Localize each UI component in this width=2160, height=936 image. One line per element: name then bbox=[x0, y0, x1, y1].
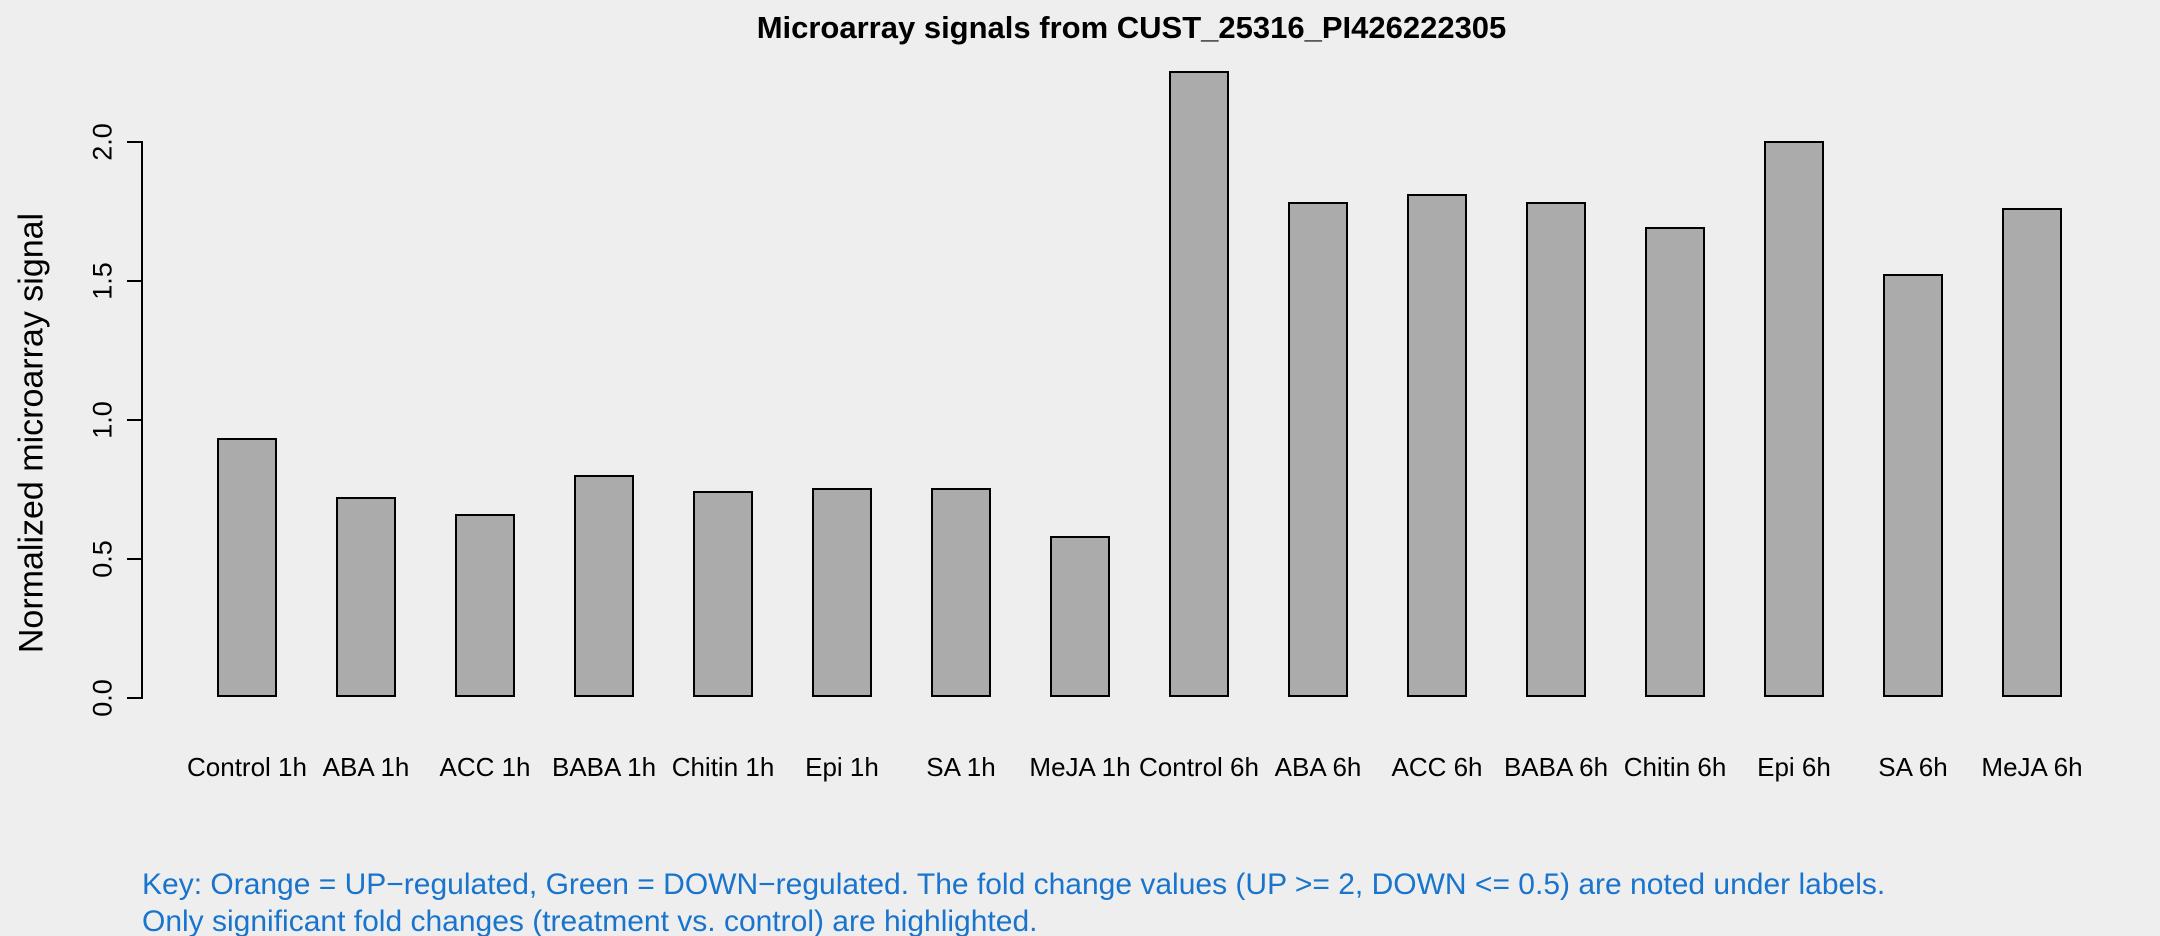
x-axis-label-acc-1h: ACC 1h bbox=[439, 752, 531, 782]
x-axis-label-baba-1h: BABA 1h bbox=[551, 752, 657, 782]
y-tick-mark bbox=[127, 280, 141, 282]
bar-acc-1h bbox=[455, 514, 515, 697]
x-axis-label-acc-6h: ACC 6h bbox=[1391, 752, 1483, 782]
bar-meja-1h bbox=[1050, 536, 1110, 697]
x-axis-label-meja-1h: MeJA 1h bbox=[1029, 752, 1131, 782]
y-tick-mark bbox=[127, 697, 141, 699]
y-tick-label: 0.0 bbox=[87, 679, 118, 717]
bar-baba-6h bbox=[1526, 202, 1586, 697]
y-tick-label: 0.5 bbox=[87, 540, 118, 578]
x-axis-label-baba-6h: BABA 6h bbox=[1503, 752, 1609, 782]
x-axis-label-epi-1h: Epi 1h bbox=[805, 752, 879, 782]
bar-meja-6h bbox=[2002, 208, 2062, 697]
bar-chitin-1h bbox=[693, 491, 753, 697]
x-axis-label-sa-1h: SA 1h bbox=[926, 752, 996, 782]
x-axis-label-meja-6h: MeJA 6h bbox=[1981, 752, 2083, 782]
y-tick-mark bbox=[127, 558, 141, 560]
y-axis-title: Normalized microarray signal bbox=[12, 212, 51, 654]
y-tick-mark bbox=[127, 141, 141, 143]
bar-sa-1h bbox=[931, 488, 991, 697]
y-tick-label: 1.0 bbox=[87, 401, 118, 439]
y-tick-label: 1.5 bbox=[87, 262, 118, 300]
y-tick-label: 2.0 bbox=[87, 123, 118, 161]
bar-epi-6h bbox=[1764, 141, 1824, 697]
x-axis-label-aba-1h: ABA 1h bbox=[322, 752, 410, 782]
key-note-line-1: Key: Orange = UP−regulated, Green = DOWN… bbox=[142, 868, 1886, 901]
bar-baba-1h bbox=[574, 475, 634, 697]
y-axis-line bbox=[141, 141, 143, 699]
bar-control-1h bbox=[217, 438, 277, 697]
x-axis-label-chitin-1h: Chitin 1h bbox=[671, 752, 775, 782]
x-axis-label-chitin-6h: Chitin 6h bbox=[1623, 752, 1727, 782]
x-axis-label-sa-6h: SA 6h bbox=[1878, 752, 1948, 782]
bar-sa-6h bbox=[1883, 274, 1943, 697]
key-note-line-2: Only significant fold changes (treatment… bbox=[142, 905, 1038, 936]
bar-aba-6h bbox=[1288, 202, 1348, 697]
x-axis-label-epi-6h: Epi 6h bbox=[1757, 752, 1831, 782]
x-axis-label-aba-6h: ABA 6h bbox=[1274, 752, 1362, 782]
x-axis-label-control-6h: Control 6h bbox=[1139, 752, 1259, 782]
bar-chitin-6h bbox=[1645, 227, 1705, 697]
bar-control-6h bbox=[1169, 71, 1229, 697]
bar-acc-6h bbox=[1407, 194, 1467, 697]
x-axis-label-control-1h: Control 1h bbox=[187, 752, 307, 782]
bar-epi-1h bbox=[812, 488, 872, 697]
y-tick-mark bbox=[127, 419, 141, 421]
bar-aba-1h bbox=[336, 497, 396, 697]
chart-title: Microarray signals from CUST_25316_PI426… bbox=[756, 10, 1507, 45]
